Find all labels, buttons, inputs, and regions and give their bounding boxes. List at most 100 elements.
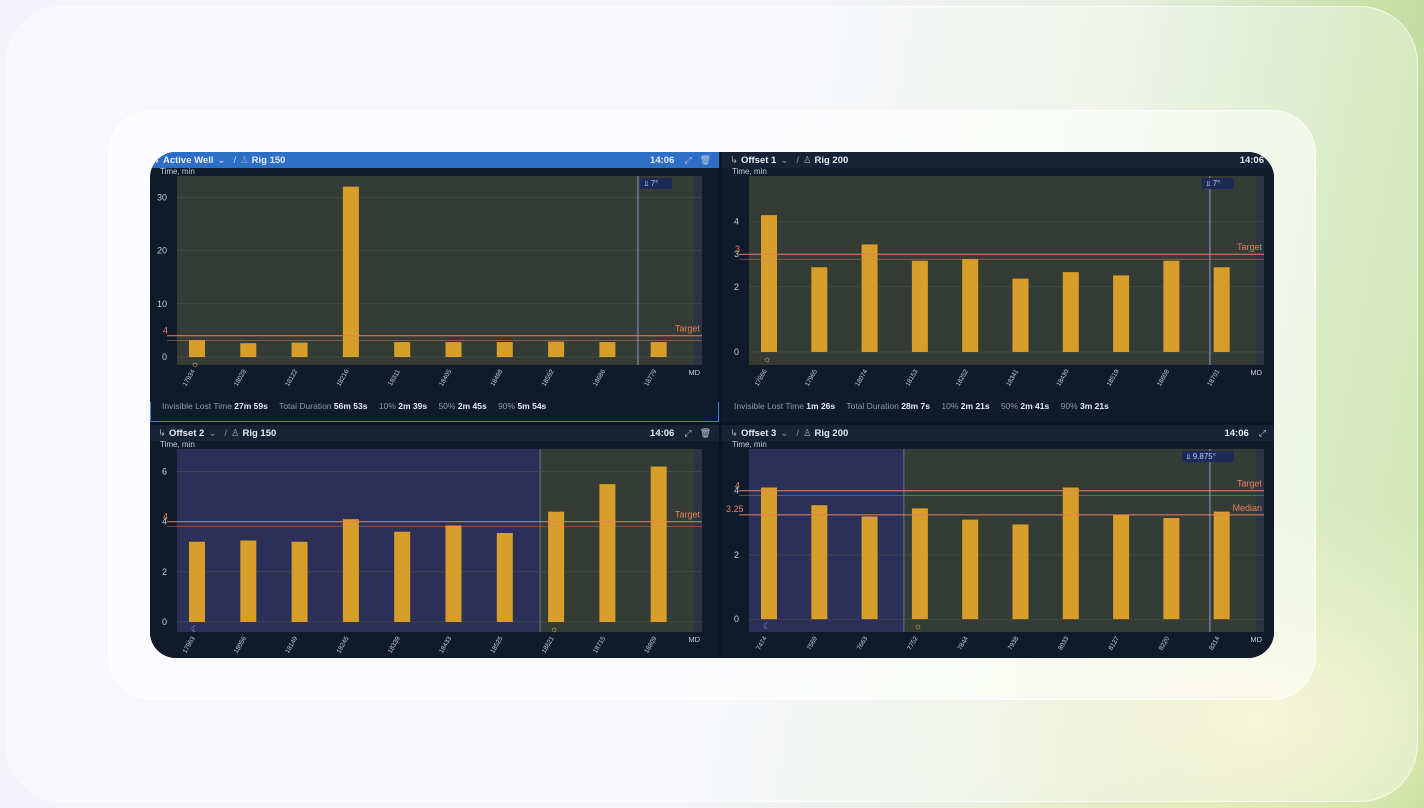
- chevron-down-icon[interactable]: ⌄: [208, 427, 217, 439]
- invisible-lost-time-label: Invisible Lost Time: [162, 401, 232, 411]
- well-name[interactable]: Offset 3: [740, 427, 777, 439]
- plot-right-strip: [694, 449, 702, 632]
- expand-icon[interactable]: ⤢: [684, 154, 692, 165]
- y-tick-label: 2: [734, 282, 739, 292]
- bar: [189, 339, 205, 358]
- bar: [599, 342, 616, 358]
- bar: [1163, 260, 1180, 352]
- bar: [445, 525, 462, 622]
- bar: [911, 508, 928, 620]
- bar: [548, 341, 565, 358]
- trash-icon[interactable]: 🗑: [699, 427, 711, 438]
- panel-offset-3: ↳ Offset 3 ⌄ / ♙ Rig 200 14:06 ⤢ 0 2 4 Time…: [722, 425, 1274, 658]
- well-branch-icon: ↳: [152, 154, 160, 166]
- sun-icon: ☼: [914, 621, 922, 631]
- panel-time: 14:06: [650, 427, 675, 439]
- badge-label: ⫫ 7°: [643, 179, 658, 188]
- p10-value: 2m 39s: [398, 401, 428, 411]
- total-duration-label: Total Duration: [846, 401, 899, 411]
- median-label: Median: [1232, 503, 1262, 513]
- y-tick-label: 6: [162, 467, 167, 477]
- separator: /: [224, 427, 227, 439]
- dashboard-app: ↳ Active Well ⌄ / ♙ Rig 150 14:06 ⤢ 🗑 0 1…: [150, 152, 1274, 658]
- target-label: Target: [1237, 479, 1263, 489]
- bar: [1113, 514, 1130, 620]
- y-axis-label: Time, min: [160, 168, 195, 176]
- bar: [1012, 278, 1029, 352]
- well-branch-icon: ↳: [730, 427, 738, 439]
- bar: [342, 186, 359, 358]
- well-name[interactable]: Active Well: [162, 154, 214, 166]
- bar: [650, 466, 667, 622]
- bar: [496, 342, 513, 358]
- x-axis-label: MD: [1250, 368, 1262, 377]
- bar: [1213, 511, 1230, 620]
- panel-header: ↳ Active Well ⌄ / ♙ Rig 150 14:06 ⤢ 🗑: [150, 152, 719, 168]
- bar: [291, 342, 308, 358]
- plot-area: [177, 176, 702, 365]
- p50-label: 50%: [1001, 401, 1019, 411]
- total-duration-value: 56m 53s: [333, 401, 368, 411]
- x-axis-label: MD: [688, 368, 700, 377]
- bar: [1163, 518, 1180, 620]
- bar: [189, 541, 205, 622]
- panel-time: 14:06: [1224, 427, 1249, 439]
- bar: [761, 487, 777, 620]
- rig-icon: ♙: [240, 154, 249, 166]
- x-axis-label: MD: [688, 635, 700, 644]
- panel-header: ↳ Offset 3 ⌄ / ♙ Rig 200 14:06 ⤢: [722, 425, 1274, 441]
- y-tick-label: 0: [162, 617, 167, 627]
- p90-label: 90%: [1060, 401, 1078, 411]
- bar: [394, 531, 411, 622]
- bar: [1062, 272, 1079, 352]
- bar: [342, 519, 359, 622]
- bar: [861, 244, 878, 352]
- bar: [496, 532, 513, 622]
- y-tick-label: 2: [162, 567, 167, 577]
- panel-time: 14:06: [650, 154, 675, 166]
- rig-icon: ♙: [230, 427, 240, 439]
- bar: [962, 519, 979, 620]
- target-value-label: 4: [735, 481, 740, 491]
- bar: [599, 484, 616, 622]
- panel-active-well: ↳ Active Well ⌄ / ♙ Rig 150 14:06 ⤢ 🗑 0 1…: [150, 152, 719, 422]
- well-name[interactable]: Offset 2: [168, 427, 205, 439]
- bar: [240, 540, 257, 622]
- bar: [1113, 275, 1130, 352]
- rig-name: Rig 200: [814, 427, 849, 439]
- bar: [1012, 524, 1029, 620]
- bar: [811, 267, 828, 352]
- p50-value: 2m 41s: [1020, 401, 1050, 411]
- well-name[interactable]: Offset 1: [740, 154, 777, 166]
- stats-bar: Invisible Lost Time 1m 26s Total Duratio…: [734, 401, 1118, 411]
- chevron-down-icon[interactable]: ⌄: [780, 427, 789, 439]
- bar: [291, 541, 308, 622]
- expand-icon[interactable]: ⤢: [684, 427, 692, 438]
- invisible-lost-time-label: Invisible Lost Time: [734, 401, 804, 411]
- target-value-label: 3: [735, 244, 740, 254]
- invisible-lost-time-value: 1m 26s: [806, 401, 836, 411]
- badge-background: [1202, 178, 1234, 189]
- sun-icon: ☼: [763, 354, 771, 364]
- bar: [861, 516, 878, 620]
- sun-icon: ☼: [191, 359, 199, 369]
- trash-icon[interactable]: 🗑: [699, 154, 711, 165]
- chevron-down-icon[interactable]: ⌄: [780, 154, 789, 166]
- y-tick-label: 4: [734, 217, 739, 227]
- bar: [761, 215, 777, 352]
- total-duration-label: Total Duration: [279, 401, 332, 411]
- y-axis-label: Time, min: [732, 168, 767, 176]
- badge-label: ⫫ 7°: [1205, 179, 1220, 188]
- p50-value: 2m 45s: [457, 401, 487, 411]
- expand-icon[interactable]: ⤢: [1258, 427, 1266, 438]
- chevron-down-icon[interactable]: ⌄: [217, 154, 226, 166]
- bar: [445, 342, 462, 358]
- separator: /: [796, 427, 799, 439]
- p10-label: 10%: [378, 401, 396, 411]
- p10-label: 10%: [941, 401, 959, 411]
- target-value-label: 4: [163, 512, 168, 522]
- target-value-label: 4: [163, 326, 168, 336]
